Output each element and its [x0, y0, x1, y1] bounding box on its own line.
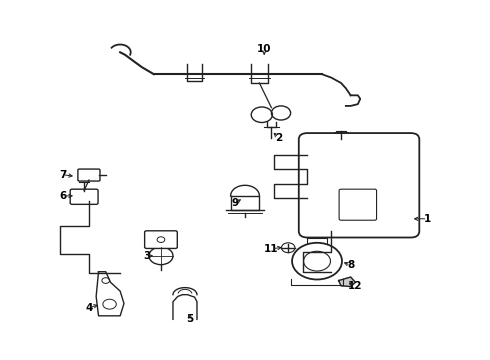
- Text: 10: 10: [257, 45, 271, 54]
- FancyBboxPatch shape: [299, 133, 419, 238]
- Text: 1: 1: [424, 214, 431, 224]
- Text: 12: 12: [348, 281, 363, 291]
- Text: 8: 8: [347, 260, 354, 270]
- FancyBboxPatch shape: [78, 169, 100, 181]
- Text: 5: 5: [186, 314, 194, 324]
- Text: 7: 7: [59, 170, 66, 180]
- Text: 3: 3: [143, 251, 150, 261]
- Text: 2: 2: [275, 133, 282, 143]
- Text: 11: 11: [264, 244, 279, 254]
- Text: 6: 6: [59, 191, 66, 201]
- FancyBboxPatch shape: [70, 189, 98, 204]
- FancyBboxPatch shape: [339, 189, 377, 220]
- Polygon shape: [339, 277, 355, 287]
- FancyBboxPatch shape: [145, 231, 177, 248]
- Text: 9: 9: [232, 198, 239, 208]
- Text: 4: 4: [85, 303, 93, 313]
